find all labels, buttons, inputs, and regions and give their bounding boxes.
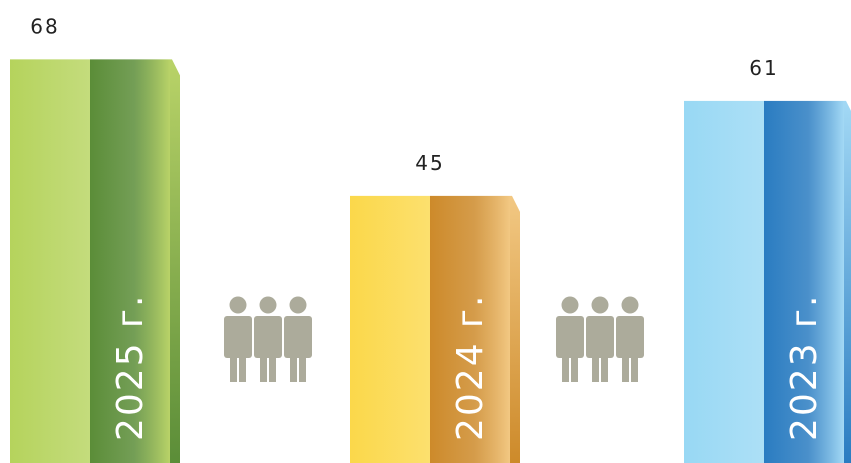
person-leg: [601, 354, 608, 382]
person-leg: [239, 354, 246, 382]
bar-front-dark: [90, 59, 170, 463]
bar-front-light: [684, 100, 764, 463]
category-label: 2025 г.: [110, 294, 151, 441]
person-head: [259, 296, 277, 314]
category-label: 2024 г.: [450, 294, 491, 441]
bar-side: [844, 100, 851, 463]
person-head: [561, 296, 579, 314]
person-leg: [299, 354, 306, 382]
person-torso: [224, 316, 252, 358]
bar-side: [510, 195, 520, 463]
person-leg: [562, 354, 569, 382]
person-torso: [284, 316, 312, 358]
category-label: 2023 г.: [784, 294, 825, 441]
person-torso: [556, 316, 584, 358]
person-torso: [586, 316, 614, 358]
bar-front-light: [350, 195, 430, 463]
person-leg: [622, 354, 629, 382]
person-torso: [254, 316, 282, 358]
person-head: [591, 296, 609, 314]
person-leg: [290, 354, 297, 382]
person-head: [621, 296, 639, 314]
person-head: [289, 296, 307, 314]
value-label: 68: [30, 14, 59, 38]
person-leg: [269, 354, 276, 382]
bar-2: 61 2023 г.: [684, 56, 851, 463]
person-torso: [616, 316, 644, 358]
people-group-icon: [556, 296, 644, 382]
person-leg: [592, 354, 599, 382]
value-label: 45: [415, 151, 444, 175]
people-group-icon: [224, 296, 312, 382]
value-label: 61: [749, 56, 778, 80]
bar-1: 45 2024 г.: [350, 151, 520, 463]
bar-0: 68 2025 г.: [10, 14, 180, 463]
person-leg: [230, 354, 237, 382]
bar-front-dark: [430, 195, 510, 463]
person-leg: [571, 354, 578, 382]
person-leg: [260, 354, 267, 382]
bar-front-dark: [764, 100, 844, 463]
bar-side: [170, 59, 180, 463]
bar-front-light: [10, 59, 90, 463]
bars-layer: 68 2025 г. 45 2024 г. 61 2023 г.: [10, 14, 851, 463]
person-leg: [631, 354, 638, 382]
person-head: [229, 296, 247, 314]
icons-layer: [224, 296, 644, 382]
